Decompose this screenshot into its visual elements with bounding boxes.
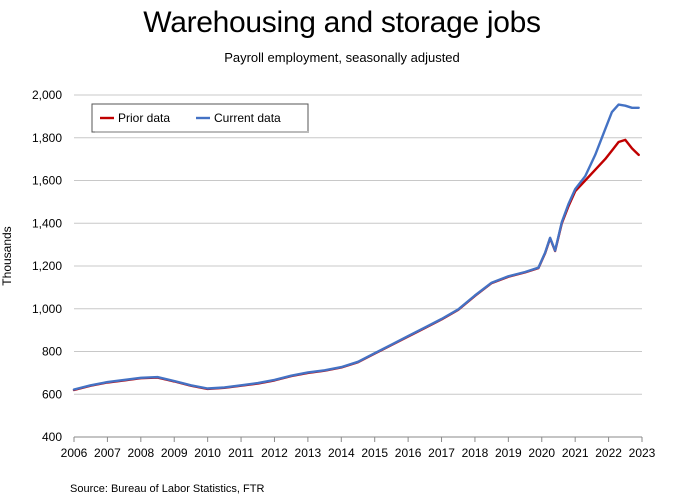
x-tick-label: 2020 [528, 446, 555, 460]
x-tick-label: 2016 [395, 446, 422, 460]
series-line-prior-data [72, 138, 640, 392]
y-tick-label: 1,400 [32, 216, 62, 230]
x-tick-label: 2006 [61, 446, 88, 460]
y-tick-label: 1,000 [32, 302, 62, 316]
legend-shadow [95, 131, 309, 133]
legend-label: Current data [214, 111, 281, 125]
x-tick-label: 2021 [562, 446, 589, 460]
x-tick-label: 2023 [629, 446, 656, 460]
series-lines [72, 103, 640, 392]
x-tick-label: 2009 [161, 446, 188, 460]
x-tick-label: 2011 [228, 446, 254, 460]
x-tick-label: 2019 [495, 446, 522, 460]
x-tick-label: 2008 [127, 446, 154, 460]
gridlines [74, 94, 642, 438]
source-note: Source: Bureau of Labor Statistics, FTR [70, 483, 265, 495]
x-tick-label: 2022 [595, 446, 622, 460]
y-tick-label: 1,600 [32, 174, 62, 188]
x-tick-label: 2012 [261, 446, 288, 460]
axes: 400 600 800 1,000 1,200 1,400 1,600 1,800 2,000 2… [32, 88, 656, 460]
series-line-current-data [72, 103, 640, 391]
x-tick-label: 2014 [328, 446, 355, 460]
y-tick-label: 1,800 [32, 131, 62, 145]
y-axis-label: Thousands [0, 226, 14, 285]
legend-label: Prior data [118, 111, 170, 125]
y-tick-label: 800 [42, 345, 62, 359]
legend-box [91, 103, 309, 133]
y-tick-label: 400 [42, 430, 62, 444]
x-tick-label: 2015 [361, 446, 388, 460]
x-tick-label: 2013 [295, 446, 322, 460]
y-tick-label: 2,000 [32, 88, 62, 102]
x-tick-label: 2018 [462, 446, 489, 460]
chart-title: Warehousing and storage jobs [143, 6, 541, 39]
y-tick-label: 600 [42, 387, 62, 401]
x-tick-label: 2010 [194, 446, 221, 460]
x-tick-label: 2017 [428, 446, 455, 460]
chart-subtitle: Payroll employment, seasonally adjusted [224, 50, 460, 65]
x-tick-label: 2007 [94, 446, 121, 460]
y-tick-label: 1,200 [32, 259, 62, 273]
legend: Prior data Current data [91, 103, 309, 133]
